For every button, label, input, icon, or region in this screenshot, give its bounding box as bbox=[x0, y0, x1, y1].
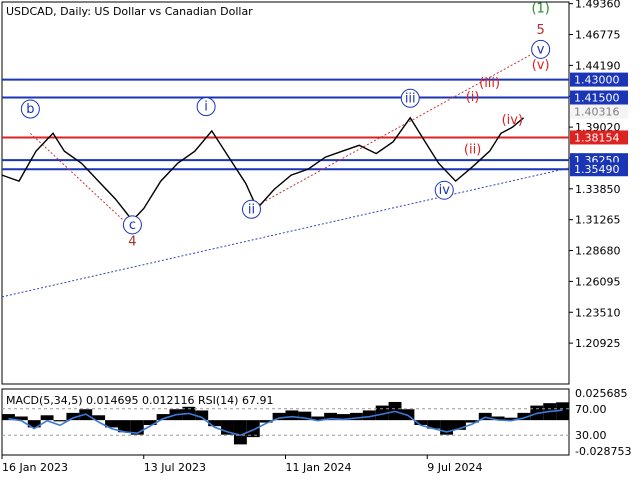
macd-bar bbox=[66, 412, 80, 421]
wave-label-circle bbox=[531, 39, 551, 59]
macd-bar bbox=[453, 420, 466, 430]
y-tick-label: 1.44190 bbox=[575, 59, 621, 72]
macd-bar bbox=[349, 412, 363, 421]
price-line-label: 1.43000 bbox=[574, 74, 620, 87]
macd-bar bbox=[2, 414, 15, 421]
x-tick-label: 9 Jul 2024 bbox=[427, 461, 482, 474]
trend-line bbox=[251, 45, 547, 209]
y-tick-label: 1.26095 bbox=[575, 275, 621, 288]
price-line-label: 1.41500 bbox=[574, 92, 620, 105]
macd-bar bbox=[556, 402, 569, 421]
trend-lines bbox=[1, 45, 570, 298]
x-tick-label: 11 Jan 2024 bbox=[286, 461, 352, 474]
price-line-label: 1.35490 bbox=[574, 163, 620, 176]
macd-max-label: 0.025685 bbox=[575, 387, 628, 400]
macd-bar bbox=[337, 414, 350, 421]
macd-bar bbox=[375, 405, 389, 421]
macd-bar bbox=[27, 420, 41, 428]
wave-label-circle bbox=[434, 180, 454, 200]
y-tick-label: 1.28680 bbox=[575, 245, 621, 258]
macd-bar bbox=[233, 420, 247, 445]
macd-bar bbox=[504, 417, 518, 421]
macd-bar bbox=[311, 416, 325, 421]
indicator-panel: 70.00 30.00 0.025685 -0.028753 bbox=[2, 387, 631, 458]
macd-bar bbox=[478, 412, 492, 421]
x-tick-label: 13 Jul 2023 bbox=[144, 461, 206, 474]
wave-label: c bbox=[129, 218, 136, 233]
wave-label: 4 bbox=[128, 235, 136, 250]
y-tick-label: 1.33850 bbox=[575, 183, 621, 196]
macd-bar bbox=[40, 415, 54, 421]
wave-label: ii bbox=[248, 202, 255, 217]
price-line-label-box bbox=[570, 162, 628, 177]
price-lines bbox=[2, 78, 569, 171]
rsi-line bbox=[8, 409, 563, 437]
macd-bar bbox=[105, 420, 118, 428]
rsi-level-label: 70.00 bbox=[575, 403, 607, 416]
wave-label: 5 bbox=[537, 23, 545, 38]
macd-bar bbox=[362, 410, 376, 421]
wave-label: iv bbox=[439, 183, 451, 198]
price-series bbox=[1, 116, 525, 222]
price-line-label-box bbox=[570, 130, 628, 145]
wave-label: (iii) bbox=[479, 76, 500, 91]
macd-bar bbox=[324, 412, 338, 421]
price-line-label-box bbox=[570, 72, 628, 87]
chart-title: USDCAD, Daily: US Dollar vs Canadian Dol… bbox=[6, 5, 253, 18]
macd-bar bbox=[53, 420, 67, 422]
y-tick-label: 1.23510 bbox=[575, 306, 621, 319]
macd-bar bbox=[517, 412, 531, 421]
macd-bar bbox=[246, 420, 260, 438]
macd-bar bbox=[143, 420, 157, 425]
wave-label-circle bbox=[400, 88, 420, 108]
macd-bar bbox=[156, 414, 170, 421]
price-line-label-box bbox=[570, 90, 628, 105]
macd-bar bbox=[272, 412, 286, 421]
macd-bar bbox=[298, 411, 312, 421]
wave-label: (i) bbox=[466, 90, 480, 105]
wave-label-circle bbox=[241, 199, 261, 219]
wave-label: i bbox=[204, 100, 208, 115]
price-line bbox=[1, 116, 525, 222]
wave-label: (ii) bbox=[464, 143, 481, 158]
wave-label: (1) bbox=[531, 2, 549, 17]
trend-line bbox=[30, 132, 133, 230]
wave-label: iii bbox=[405, 91, 416, 106]
macd-bar bbox=[259, 420, 273, 423]
main-plot-frame bbox=[1, 1, 570, 385]
y-tick-label: 1.46775 bbox=[575, 29, 621, 42]
wave-label: (iv) bbox=[502, 113, 523, 128]
indicator-label: MACD(5,34,5) 0.014695 0.012116 RSI(14) 6… bbox=[6, 394, 273, 407]
price-line-label-box bbox=[570, 104, 628, 119]
y-tick-label: 1.20925 bbox=[575, 337, 621, 350]
macd-bar bbox=[491, 416, 505, 421]
price-line-labels: 1.430001.415001.381541.362501.354901.403… bbox=[570, 72, 628, 177]
macd-bar bbox=[285, 410, 299, 421]
price-line-label: 1.40316 bbox=[574, 106, 620, 119]
macd-bar bbox=[465, 420, 479, 423]
macd-bar bbox=[117, 420, 131, 433]
wave-label: b bbox=[26, 102, 34, 117]
macd-bar bbox=[414, 420, 428, 425]
wave-label: (v) bbox=[532, 58, 550, 73]
wave-label-circle bbox=[122, 215, 142, 235]
rsi-level-label: 30.00 bbox=[575, 429, 607, 442]
wave-label-circle bbox=[196, 97, 216, 117]
macd-bar bbox=[195, 410, 209, 421]
x-axis: 16 Jan 2023 13 Jul 2023 11 Jan 2024 9 Jul 2… bbox=[1, 455, 483, 474]
price-line-label: 1.38154 bbox=[574, 131, 620, 144]
wave-label: v bbox=[537, 42, 545, 57]
macd-min-label: -0.028753 bbox=[575, 445, 631, 458]
x-tick-label: 16 Jan 2023 bbox=[2, 461, 68, 474]
y-tick-label: 1.31265 bbox=[575, 214, 621, 227]
macd-bar bbox=[427, 420, 441, 429]
wave-label-circle bbox=[20, 99, 40, 119]
macd-bar bbox=[208, 420, 222, 427]
macd-bar bbox=[14, 416, 28, 421]
trend-line bbox=[1, 167, 570, 298]
macd-bar bbox=[92, 415, 106, 421]
y-tick-label: 1.49360 bbox=[575, 0, 621, 11]
